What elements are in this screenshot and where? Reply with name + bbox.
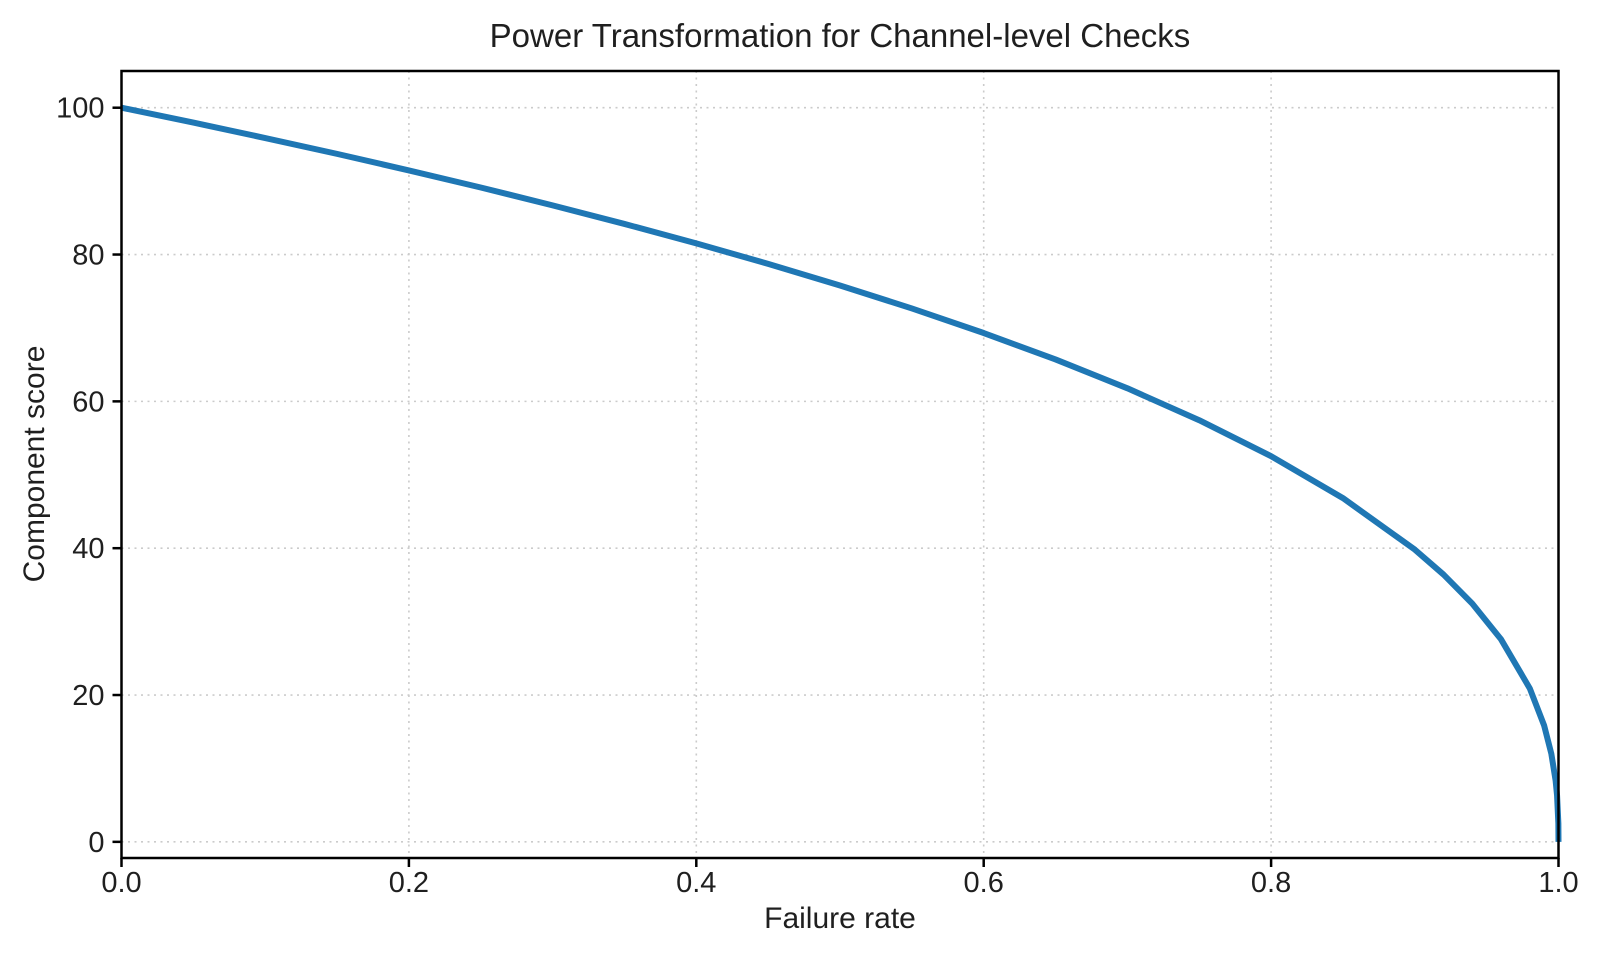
y-tick-label: 80 [72, 240, 104, 272]
x-tick-label: 0.4 [676, 867, 716, 899]
y-tick-label: 100 [56, 93, 104, 125]
y-tick-label: 0 [88, 827, 104, 859]
curve-line [120, 104, 1562, 842]
axis-ticks [112, 106, 1560, 867]
x-tick-label: 0.2 [389, 867, 429, 899]
plot-border [120, 69, 1560, 860]
tick-labels: 0.0 0.2 0.4 0.6 0.8 1.0 0 20 40 60 80 100 [56, 93, 1579, 899]
chart-title: Power Transformation for Channel-level C… [490, 17, 1191, 54]
y-tick-label: 60 [72, 386, 104, 418]
x-tick-label: 1.0 [1538, 867, 1578, 899]
y-tick-label: 40 [72, 533, 104, 565]
y-tick-label: 20 [72, 680, 104, 712]
x-axis-label: Failure rate [764, 902, 916, 935]
x-tick-label: 0.6 [964, 867, 1004, 899]
y-axis-label: Component score [18, 346, 51, 583]
x-tick-label: 0.0 [101, 867, 141, 899]
x-tick-label: 0.8 [1251, 867, 1291, 899]
